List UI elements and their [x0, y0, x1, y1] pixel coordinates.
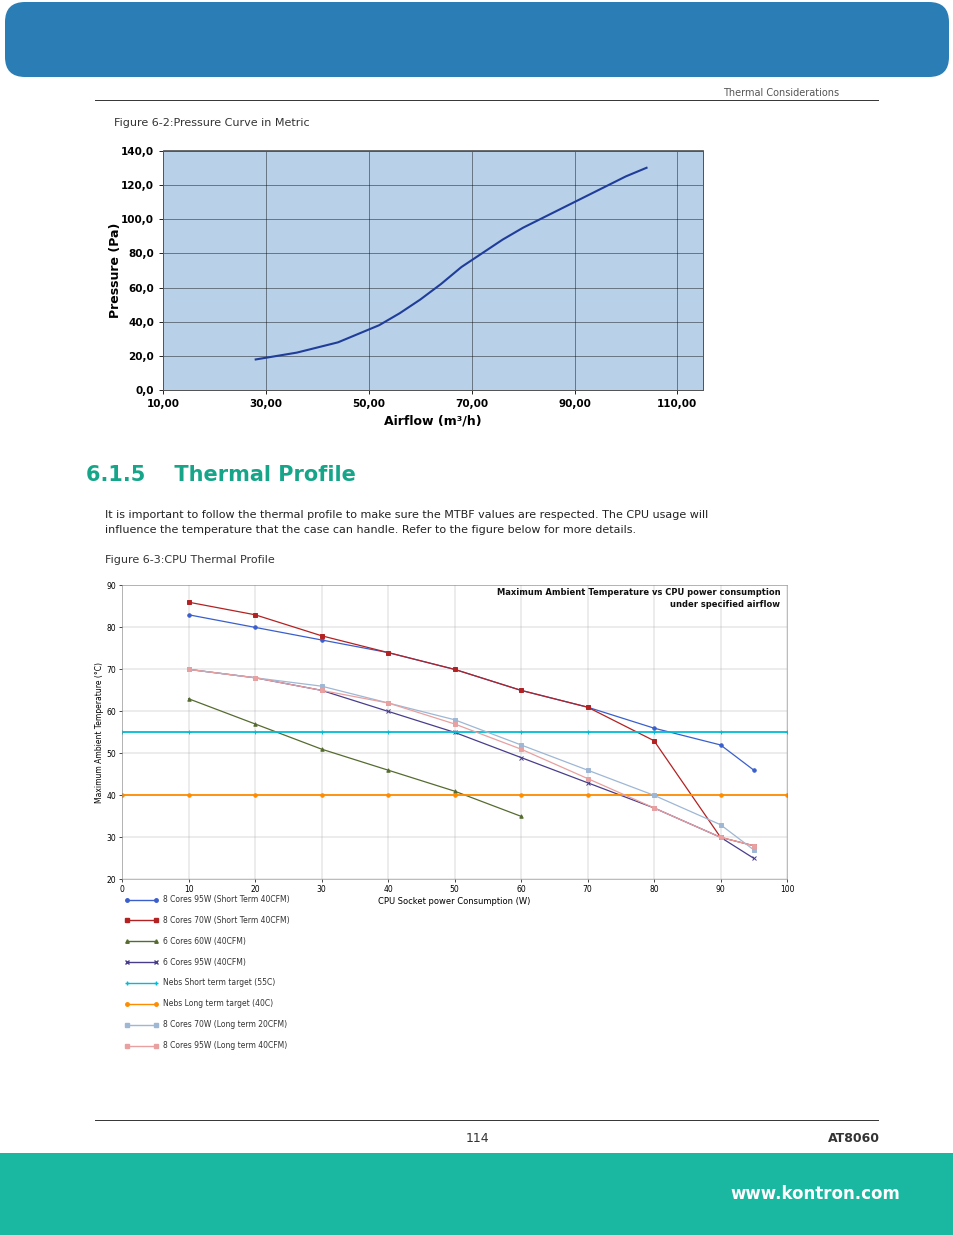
- Text: It is important to follow the thermal profile to make sure the MTBF values are r: It is important to follow the thermal pr…: [105, 510, 707, 520]
- Y-axis label: Maximum Ambient Temperature (°C): Maximum Ambient Temperature (°C): [95, 662, 104, 803]
- Text: Figure 6-2:Pressure Curve in Metric: Figure 6-2:Pressure Curve in Metric: [114, 119, 310, 128]
- Text: Thermal Considerations: Thermal Considerations: [722, 88, 839, 98]
- Text: 8 Cores 70W (Short Term 40CFM): 8 Cores 70W (Short Term 40CFM): [162, 916, 289, 925]
- Text: AT8060: AT8060: [827, 1131, 879, 1145]
- Text: 114: 114: [465, 1131, 488, 1145]
- Text: 6 Cores 95W (40CFM): 6 Cores 95W (40CFM): [162, 957, 245, 967]
- Y-axis label: Pressure (Pa): Pressure (Pa): [109, 222, 122, 319]
- Text: 6.1.5    Thermal Profile: 6.1.5 Thermal Profile: [86, 466, 355, 485]
- Text: 6 Cores 60W (40CFM): 6 Cores 60W (40CFM): [162, 937, 245, 946]
- Text: Nebs Short term target (55C): Nebs Short term target (55C): [162, 978, 274, 988]
- Text: Maximum Ambient Temperature vs CPU power consumption
under specified airflow: Maximum Ambient Temperature vs CPU power…: [497, 588, 780, 609]
- Text: 8 Cores 70W (Long term 20CFM): 8 Cores 70W (Long term 20CFM): [162, 1020, 287, 1029]
- FancyBboxPatch shape: [5, 2, 948, 77]
- Text: influence the temperature that the case can handle. Refer to the figure below fo: influence the temperature that the case …: [105, 525, 636, 535]
- Bar: [0, 1153, 953, 1235]
- Text: www.kontron.com: www.kontron.com: [729, 1186, 899, 1203]
- Text: Nebs Long term target (40C): Nebs Long term target (40C): [162, 999, 273, 1008]
- X-axis label: CPU Socket power Consumption (W): CPU Socket power Consumption (W): [378, 897, 530, 905]
- Text: Figure 6-3:CPU Thermal Profile: Figure 6-3:CPU Thermal Profile: [105, 555, 274, 564]
- X-axis label: Airflow (m³/h): Airflow (m³/h): [384, 415, 481, 427]
- Bar: [163, 149, 702, 390]
- Text: 8 Cores 95W (Long term 40CFM): 8 Cores 95W (Long term 40CFM): [162, 1041, 287, 1050]
- Text: 8 Cores 95W (Short Term 40CFM): 8 Cores 95W (Short Term 40CFM): [162, 895, 289, 904]
